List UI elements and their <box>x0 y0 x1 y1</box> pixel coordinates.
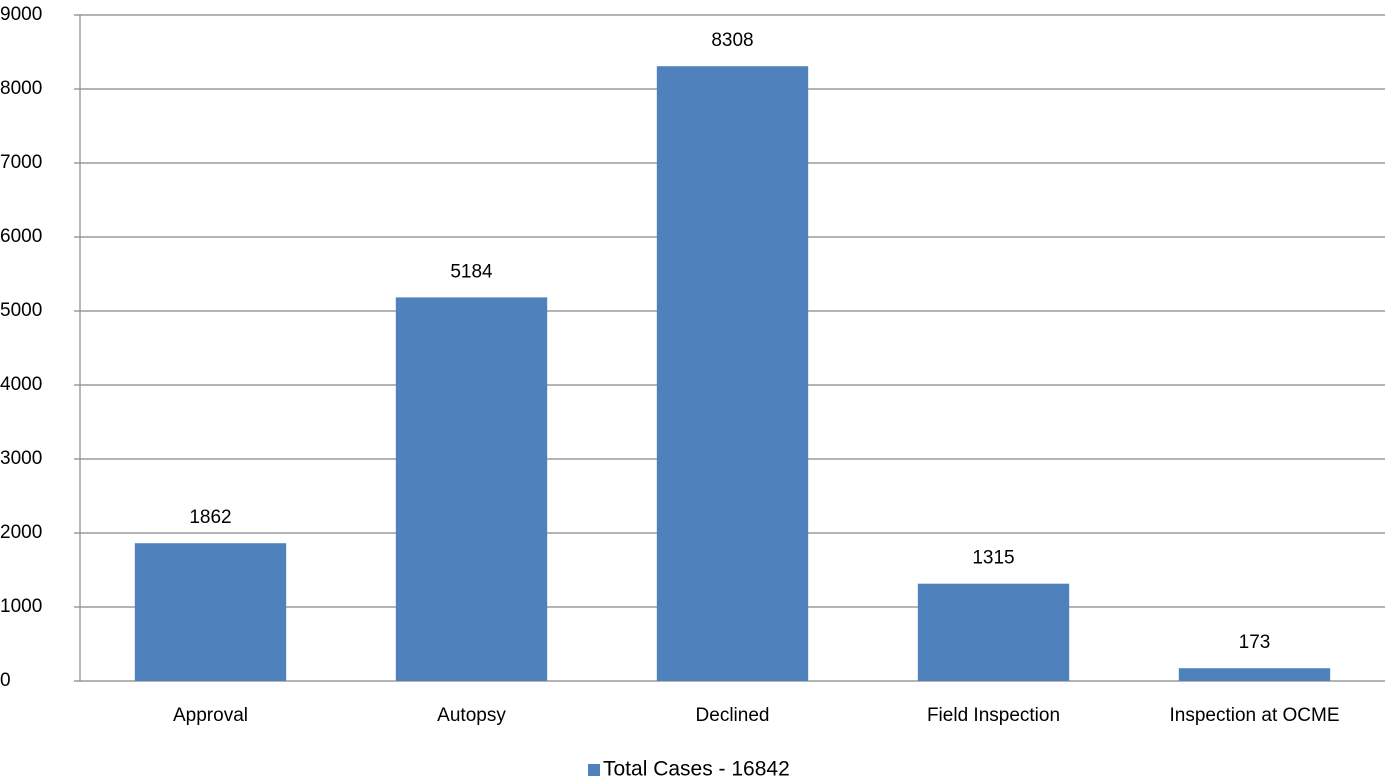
x-tick-label: Approval <box>173 705 248 726</box>
y-tick-label: 4000 <box>0 374 42 395</box>
data-label: 1315 <box>972 548 1014 569</box>
y-tick-label: 1000 <box>0 596 42 617</box>
data-label: 1862 <box>189 507 231 528</box>
y-tick-label: 5000 <box>0 300 42 321</box>
y-tick-label: 7000 <box>0 152 42 173</box>
data-label: 173 <box>1239 632 1271 653</box>
y-tick-label: 3000 <box>0 448 42 469</box>
legend-label: Total Cases - 16842 <box>603 758 790 781</box>
bar <box>134 543 287 681</box>
data-label: 8308 <box>711 30 753 51</box>
bar <box>656 66 809 681</box>
x-tick-label: Inspection at OCME <box>1169 705 1339 726</box>
legend-swatch <box>588 764 600 776</box>
x-tick-label: Declined <box>696 705 770 726</box>
bar <box>917 583 1070 681</box>
y-tick-label: 6000 <box>0 226 42 247</box>
bar <box>1178 668 1331 681</box>
bar <box>395 297 548 681</box>
y-tick-label: 9000 <box>0 4 42 25</box>
y-tick-label: 8000 <box>0 78 42 99</box>
y-tick-label: 2000 <box>0 522 42 543</box>
data-label: 5184 <box>450 261 493 282</box>
y-tick-label: 0 <box>0 670 11 691</box>
x-tick-label: Field Inspection <box>927 705 1060 726</box>
x-tick-label: Autopsy <box>437 705 506 726</box>
